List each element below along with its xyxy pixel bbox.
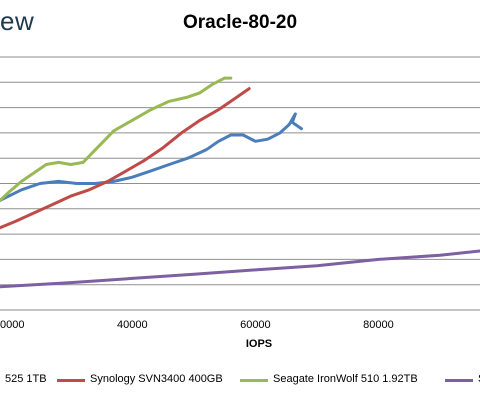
series-line-3 bbox=[0, 76, 233, 202]
series-line-4 bbox=[0, 249, 480, 289]
series-lines bbox=[0, 76, 480, 289]
legend-swatch bbox=[445, 379, 473, 382]
site-logo: ew bbox=[0, 6, 35, 36]
x-tick-label: 40000 bbox=[117, 319, 148, 331]
series-line-2 bbox=[0, 87, 251, 230]
legend-label: Seagate IronWolf 510 1.92TB bbox=[273, 373, 418, 385]
legend-label: Synology SVN3400 400GB bbox=[90, 373, 223, 385]
x-axis-label: IOPS bbox=[246, 338, 272, 350]
legend-label: 525 1TB bbox=[5, 373, 47, 385]
legend-swatch bbox=[240, 379, 268, 382]
chart-title: Oracle-80-20 bbox=[182, 12, 298, 33]
legend-label: S bbox=[478, 373, 480, 385]
chart-legend: 525 1TB Synology SVN3400 400GB Seagate Iro… bbox=[0, 372, 480, 390]
x-tick-label: 60000 bbox=[240, 319, 271, 331]
x-tick-label: 80000 bbox=[363, 319, 394, 331]
series-line-1 bbox=[0, 112, 303, 202]
legend-swatch bbox=[57, 379, 85, 382]
